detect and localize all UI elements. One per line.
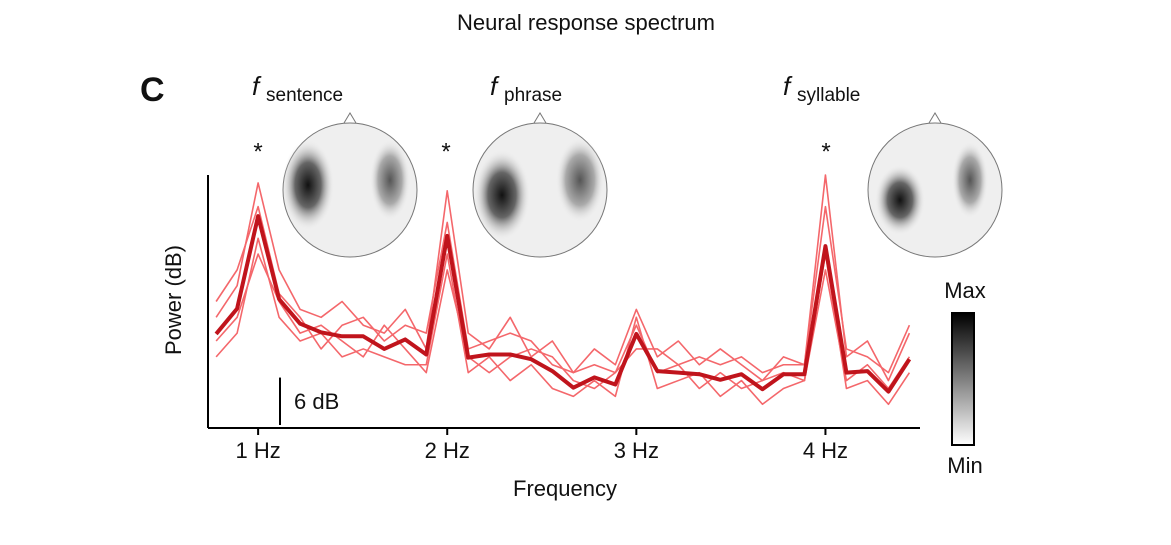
annotation-subscript: sentence xyxy=(266,85,343,106)
x-tick-label: 1 Hz xyxy=(235,438,280,463)
colorbar-min: Min xyxy=(947,453,982,478)
x-tick-label: 2 Hz xyxy=(425,438,470,463)
panel-label: C xyxy=(140,71,165,109)
chart-title: Neural response spectrum xyxy=(457,10,715,35)
annotation-symbol: f xyxy=(783,71,793,101)
head-map xyxy=(867,112,1003,258)
colorbar-max: Max xyxy=(944,278,986,303)
series-line xyxy=(215,237,911,406)
peak-marker: * xyxy=(253,138,262,165)
head-map xyxy=(282,112,418,258)
peak-marker: * xyxy=(821,138,830,165)
x-axis-label: Frequency xyxy=(513,476,617,501)
peak-marker: * xyxy=(441,138,450,165)
annotation-subscript: syllable xyxy=(797,85,860,106)
y-axis-label: Power (dB) xyxy=(161,245,186,355)
x-tick-label: 3 Hz xyxy=(614,438,659,463)
head-map xyxy=(472,112,608,258)
series-line xyxy=(215,174,911,382)
series-line xyxy=(214,214,912,394)
annotation-symbol: f xyxy=(490,71,500,101)
x-tick-label: 4 Hz xyxy=(803,438,848,463)
scale-bar-label: 6 dB xyxy=(294,389,339,414)
annotation-subscript: phrase xyxy=(504,85,562,106)
colorbar xyxy=(951,312,975,446)
annotation-symbol: f xyxy=(252,71,262,101)
